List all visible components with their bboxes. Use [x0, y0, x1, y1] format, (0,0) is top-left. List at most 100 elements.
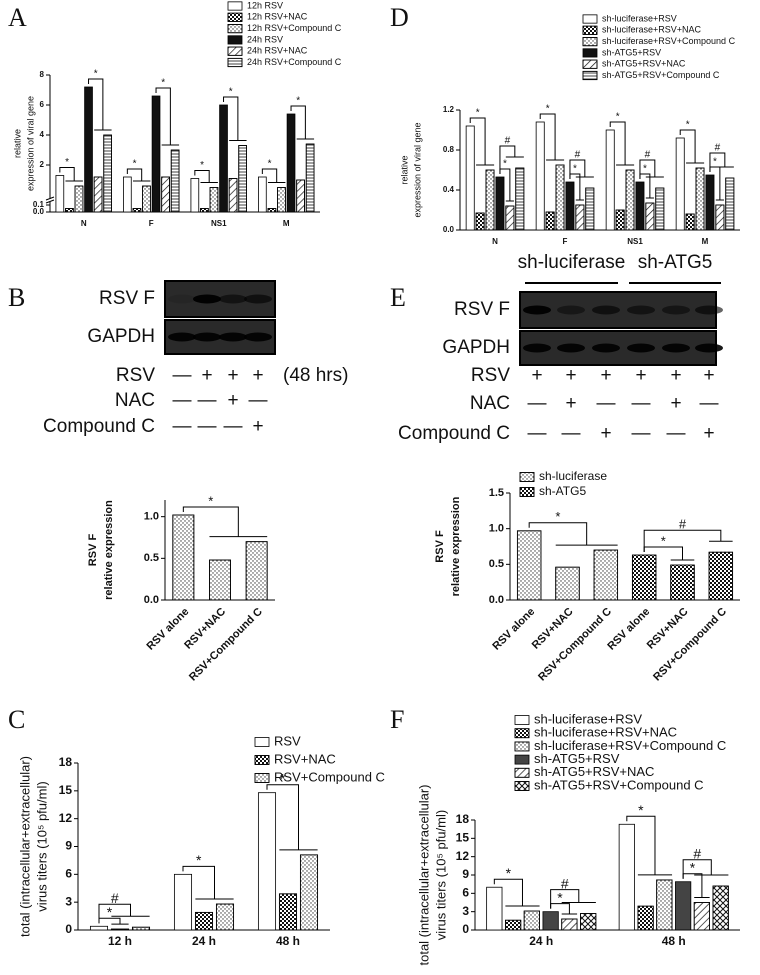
y-tick-label: 0.8	[443, 145, 455, 154]
bar-pattern	[245, 541, 268, 601]
bar	[123, 176, 132, 213]
significance-label: *	[196, 852, 202, 868]
legend-label: sh-luciferase+RSV+Compound C	[602, 36, 736, 46]
bar	[219, 104, 228, 213]
significance-label: #	[561, 875, 569, 891]
significance-label: *	[280, 770, 286, 786]
x-tick-label: M	[283, 219, 290, 228]
y-axis-label: relative	[12, 129, 22, 158]
significance-bracket	[290, 105, 315, 140]
treatment-mark: —	[632, 423, 651, 444]
blot-band	[219, 294, 247, 304]
bar-pattern	[103, 134, 112, 213]
y-tick-label: 4	[40, 130, 45, 139]
y-axis-label: virus titers (10⁵ pfu/ml)	[433, 810, 448, 940]
treatment-label: RSV	[471, 365, 510, 386]
y-tick-label: 18	[59, 755, 73, 769]
legend-swatch	[514, 715, 530, 725]
treatment-label: RSV	[116, 365, 155, 386]
legend-swatch-pattern	[514, 767, 530, 778]
significance-bracket	[182, 865, 234, 900]
y-tick-label: 0.4	[443, 185, 455, 194]
bar-pattern	[485, 169, 495, 231]
y-tick-label: 6	[40, 100, 45, 109]
y-tick-label: 15	[456, 831, 470, 845]
y-axis-label: total (intracellular+extracellular)	[17, 756, 32, 937]
significance-label: *	[503, 159, 507, 170]
legend-swatch	[514, 754, 530, 765]
legend-label: sh-ATG5+RSV+Compound C	[534, 777, 704, 792]
bar	[495, 176, 505, 231]
significance-bracket	[98, 903, 150, 924]
significance-bracket	[59, 167, 83, 182]
x-tick-label: N	[81, 219, 87, 228]
panel-label: B	[8, 283, 25, 312]
treatment-mark: —	[667, 423, 686, 444]
y-tick-label: 0	[462, 922, 469, 936]
legend-swatch-pattern	[582, 25, 598, 35]
treatment-label: NAC	[115, 390, 155, 411]
legend-label: sh-luciferase+RSV	[602, 13, 677, 23]
bar-pattern	[209, 187, 219, 213]
legend-label: 12h RSV	[247, 0, 283, 10]
bar	[705, 174, 715, 231]
treatment-mark: +	[703, 365, 714, 386]
significance-label: *	[573, 164, 577, 175]
bar	[486, 886, 503, 931]
blot-band	[627, 305, 655, 315]
y-axis-label: relative	[399, 155, 409, 184]
blot-band	[523, 305, 551, 315]
x-tick-label: RSV+Compound C	[651, 606, 729, 684]
treatment-mark: +	[600, 365, 611, 386]
treatment-mark: +	[635, 365, 646, 386]
panel-label: D	[390, 3, 409, 32]
y-tick-label: 0.5	[144, 552, 159, 564]
treatment-label: Compound C	[43, 416, 155, 437]
panel-label: E	[390, 283, 406, 312]
blot-band	[695, 305, 723, 315]
significance-label: *	[546, 104, 550, 115]
y-tick-label: 1.2	[443, 105, 455, 114]
bar-pattern	[93, 176, 103, 213]
panel-label: F	[390, 705, 404, 734]
significance-label: *	[229, 87, 233, 98]
legend-swatch	[582, 14, 598, 24]
bar-pattern	[305, 143, 315, 213]
bar-pattern	[515, 167, 525, 231]
legend-swatch-pattern	[514, 728, 530, 739]
significance-bracket	[223, 96, 247, 141]
treatment-mark: —	[249, 390, 268, 411]
bar	[257, 792, 277, 931]
bar	[151, 95, 161, 213]
legend-swatch-pattern	[254, 773, 270, 783]
bar-pattern	[74, 185, 84, 213]
y-tick-label: 12	[59, 811, 73, 825]
significance-label: *	[690, 859, 696, 875]
legend-swatch-pattern	[519, 487, 535, 497]
significance-bracket	[126, 168, 151, 182]
y-tick-label: 1.5	[489, 487, 504, 499]
y-axis-label: virus titers (10⁵ pfu/ml)	[34, 781, 49, 911]
significance-label: *	[643, 164, 647, 175]
bar-pattern	[278, 893, 298, 931]
treatment-mark: —	[700, 393, 719, 414]
significance-label: *	[557, 889, 563, 905]
bar-pattern	[131, 926, 151, 931]
legend-swatch-pattern	[514, 781, 530, 791]
bar-pattern	[685, 213, 695, 231]
treatment-mark: +	[252, 365, 263, 386]
treatment-mark: +	[670, 393, 681, 414]
bar-pattern	[708, 551, 734, 601]
y-tick-label: 3	[65, 894, 72, 908]
blot-band	[627, 343, 655, 353]
bar	[675, 137, 685, 231]
significance-label: *	[616, 112, 620, 123]
treatment-mark: —	[562, 423, 581, 444]
treatment-mark: —	[198, 390, 217, 411]
legend-label: sh-ATG5	[539, 484, 586, 498]
legend-swatch-pattern	[582, 59, 598, 69]
treatment-mark: +	[600, 423, 611, 444]
legend-label: 24h RSV+NAC	[247, 46, 308, 56]
bar-pattern	[555, 164, 565, 231]
